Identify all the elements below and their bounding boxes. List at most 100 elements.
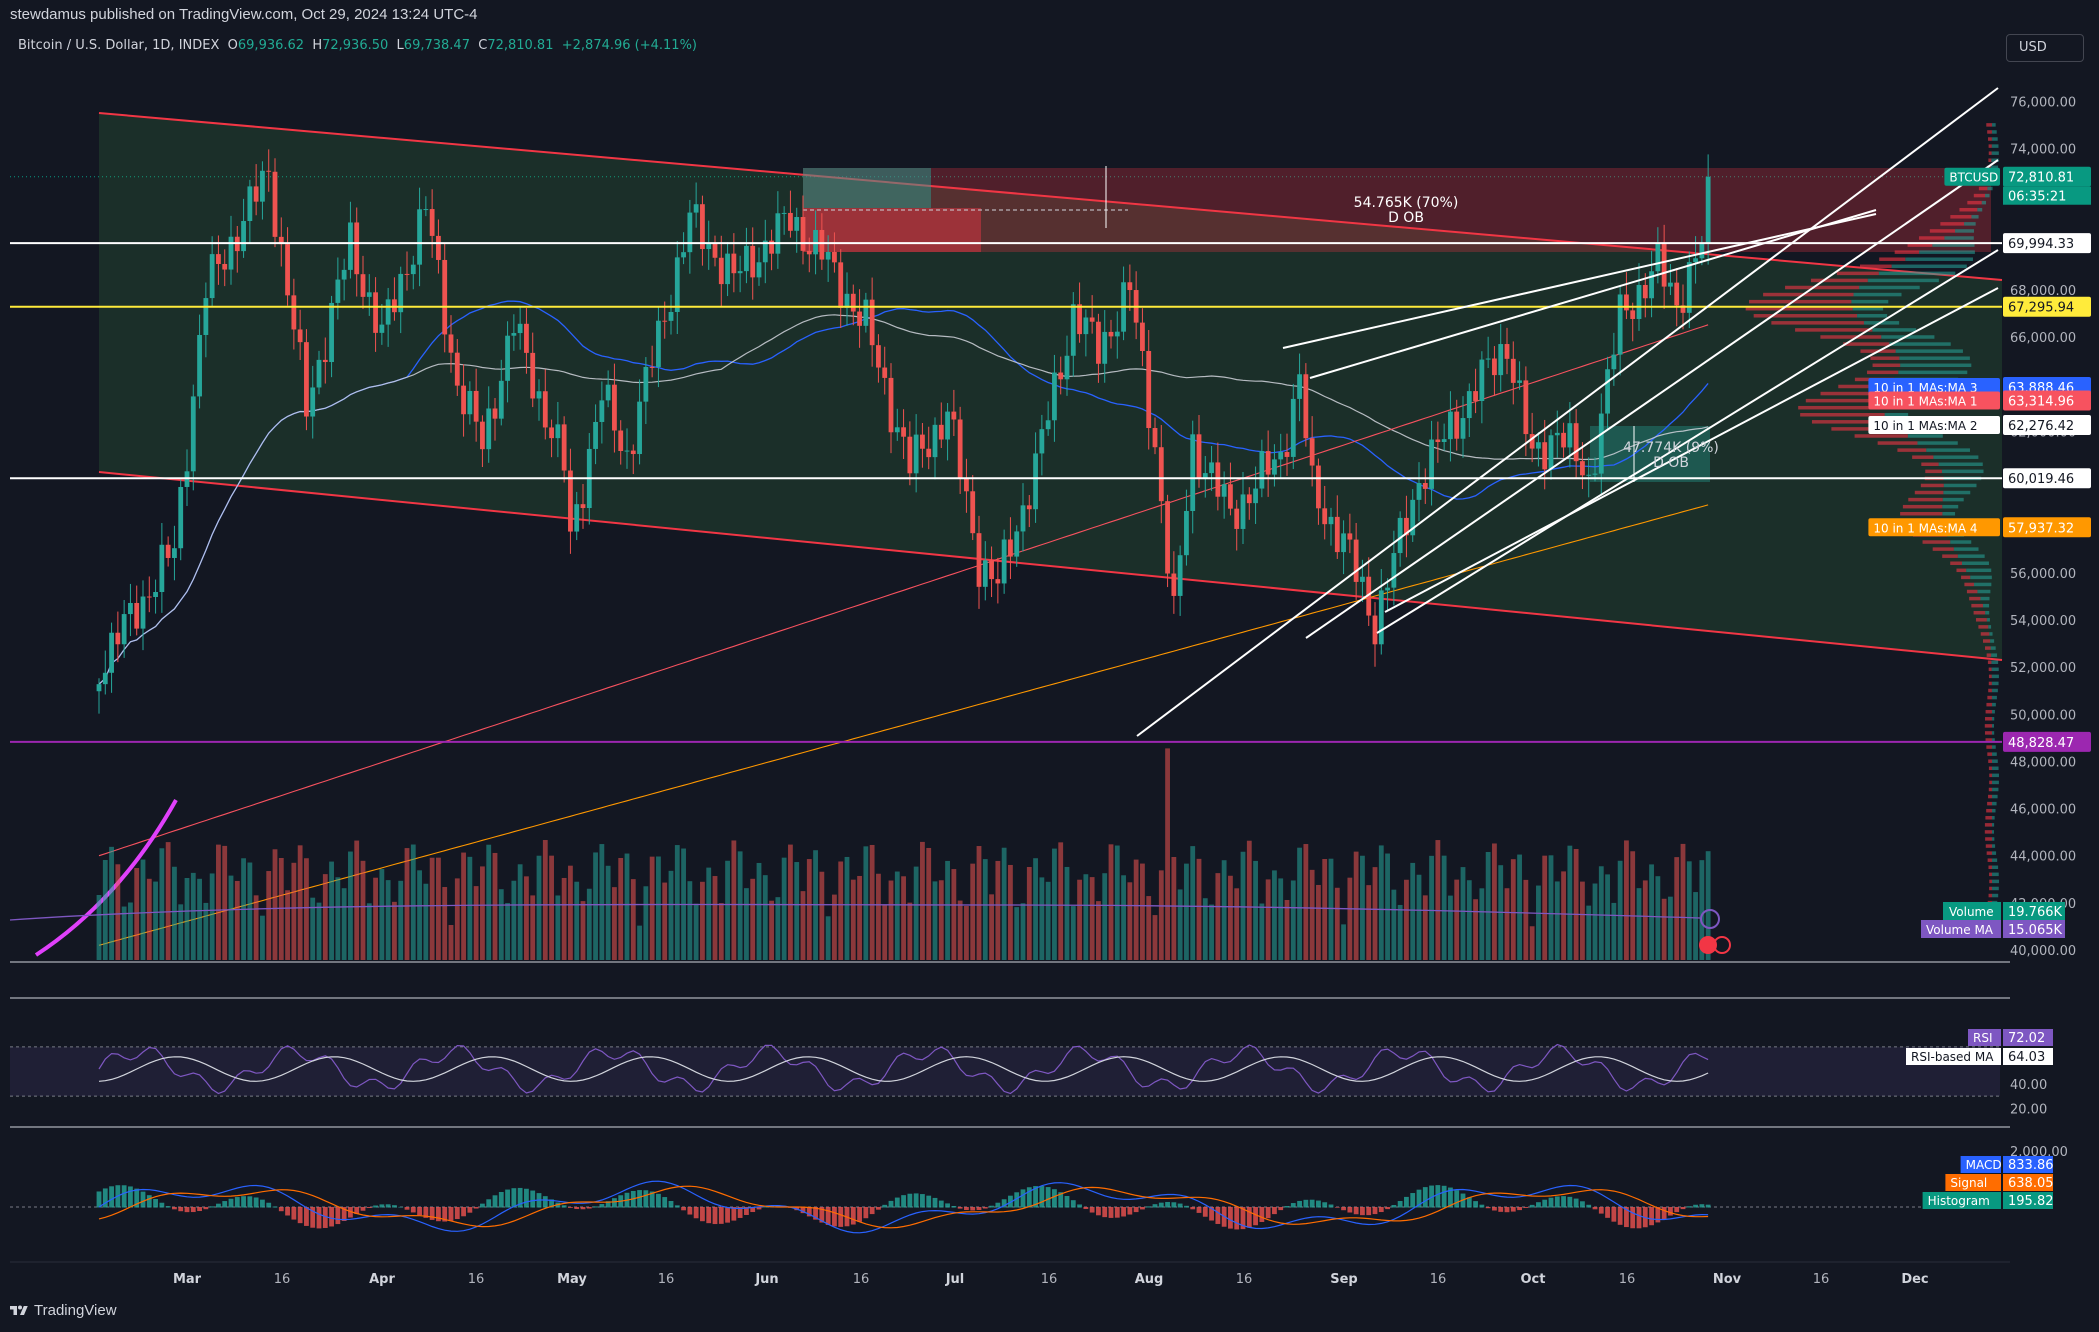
candle-body [1598,413,1604,474]
macd-histogram-bar [1077,1204,1082,1208]
volume-bar [410,844,416,960]
volume-profile-bar-up [1991,130,1997,134]
volume-bar [115,864,121,960]
time-axis-tick: Mar [173,1272,202,1287]
macd-histogram-bar [1045,1187,1051,1208]
macd-histogram-bar [417,1207,422,1216]
macd-histogram-bar [310,1207,316,1228]
candle-body [1668,282,1673,287]
volume-profile-bar-up [1941,469,1984,474]
macd-histogram-bar [926,1195,932,1208]
volume-bar [1202,898,1208,960]
candle-body [1215,462,1221,497]
volume-bar [1240,851,1246,960]
volume-bar [1077,879,1082,960]
volume-bar [913,866,919,960]
volume-bar [234,880,240,960]
price-label-value: 67,295.94 [2008,301,2074,316]
candle-body [348,222,353,270]
macd-histogram-bar [1052,1189,1057,1208]
time-axis-tick: Jul [945,1272,965,1287]
low-value: 69,738.47 [403,38,470,53]
volume-bar [926,847,932,960]
volume-bar [605,865,611,960]
volume-profile-bar-down [1894,250,1920,254]
macd-histogram-bar [920,1194,925,1208]
price-label-tag-text: 10 in 1 MAs:MA 3 [1873,381,1977,395]
candle-body [1328,516,1334,525]
symbol-name[interactable]: Bitcoin / U.S. Dollar, 1D, INDEX [18,38,220,53]
candle-body [1554,432,1560,436]
volume-profile-bar-down [1920,483,1944,488]
volume-bar [989,894,994,960]
volume-profile-bar-down [1989,780,1992,785]
time-axis-tick: 16 [274,1272,291,1287]
volume-profile-bar-up [1992,844,1996,848]
macd-histogram-bar [278,1207,284,1212]
volume-bar [1070,906,1076,960]
candle-body [492,408,498,419]
volume-profile-bar-up [1895,349,1963,353]
candle-body [329,302,334,363]
volume-bar [436,857,441,960]
macd-histogram-bar [1341,1207,1346,1211]
volume-profile-bar-up [1991,724,1994,728]
trendline [1309,209,1877,379]
price-label-box [2003,390,2091,411]
candle-body [109,632,114,673]
volume-bar [1435,840,1441,960]
volume-profile-bar-down [1985,738,1992,742]
candle-body [681,252,686,258]
price-label-box [2003,517,2091,538]
volume-ma-label-tag [1921,920,2001,938]
volume-profile-bar-up [1980,596,1990,601]
macd-histogram-bar [832,1207,837,1227]
volume-bar [1171,856,1177,960]
currency-selector[interactable]: USD [2006,34,2084,62]
macd-histogram-bar [524,1188,529,1208]
high-label: H [312,38,323,53]
candle-body [806,250,812,255]
candle-body [1366,576,1372,616]
price-axis-tick: 46,000.00 [2010,803,2076,818]
price-label-tag-text: 10 in 1 MAs:MA 1 [1873,395,1977,409]
candle-body [1284,452,1290,457]
macd-histogram-bar [1322,1202,1328,1208]
time-axis-tick: Sep [1330,1272,1358,1287]
volume-profile-bar-down [1982,639,1991,643]
macd-histogram-bar [498,1191,504,1208]
volume-bar [775,897,781,960]
candle-body [1039,429,1045,454]
macd-histogram-bar [1353,1207,1359,1215]
macd-histogram-bar [140,1191,146,1208]
event-circle-icon [1713,936,1731,954]
candle-body [260,170,265,202]
volume-bar [442,887,448,960]
volume-profile-bar-down [1831,427,1899,431]
macd-histogram-bar [1240,1207,1246,1230]
volume-profile-bar-up [1905,257,1973,261]
candle-body [366,292,372,297]
macd-histogram-bar [1014,1192,1020,1208]
trendline [1282,213,1877,349]
volume-bar [894,871,900,960]
macd-histogram-bar [1190,1207,1196,1210]
volume-bar [1422,895,1428,960]
volume-bar [184,877,190,960]
volume-bar [995,860,1001,960]
candle-body [1479,359,1485,401]
candle-body [241,221,246,252]
candle-body [429,209,435,236]
annotation-upper-label: 54.765K (70%) [1354,195,1459,211]
macd-histogram-bar [561,1205,567,1208]
rsi-ma-value-box [2003,1048,2053,1065]
macd-histogram-bar [1259,1207,1265,1222]
candle-body [1316,465,1321,509]
volume-bar [473,886,479,960]
volume-profile-bar-up [1926,448,1970,452]
volume-bar [901,876,906,960]
candle-body [1391,553,1397,588]
candle-body [976,533,982,587]
candle-body [1448,411,1453,440]
